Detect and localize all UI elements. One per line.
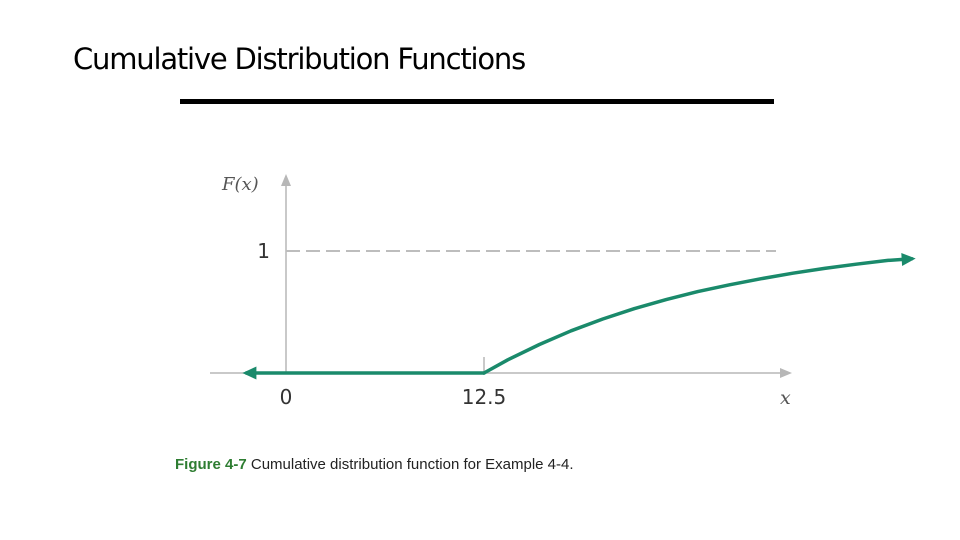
figure-caption-text: Cumulative distribution function for Exa… [246,456,574,473]
axes [210,174,792,378]
labels: 0 12.5 1 F(x) x [221,174,791,409]
x-axis-label: x [780,387,791,409]
slide-title: Cumulative Distribution Functions [73,42,526,76]
x-tick-label: 0 [280,385,293,409]
figure-label: Figure 4-7 [175,456,247,473]
cdf-series-0-arrowhead [242,366,257,380]
y-axis-arrowhead [281,174,291,186]
y-axis-label: F(x) [221,174,259,195]
x-axis-arrowhead [780,368,792,378]
cdf-series-1-arrowhead [901,253,916,266]
figure-caption: Figure 4-7 Cumulative distribution funct… [175,456,574,473]
x-tick-label: 12.5 [462,385,507,409]
data-layer [242,253,916,380]
title-underline [180,99,774,104]
y-tick-label: 1 [257,239,270,263]
cdf-series-1-line [482,257,914,375]
